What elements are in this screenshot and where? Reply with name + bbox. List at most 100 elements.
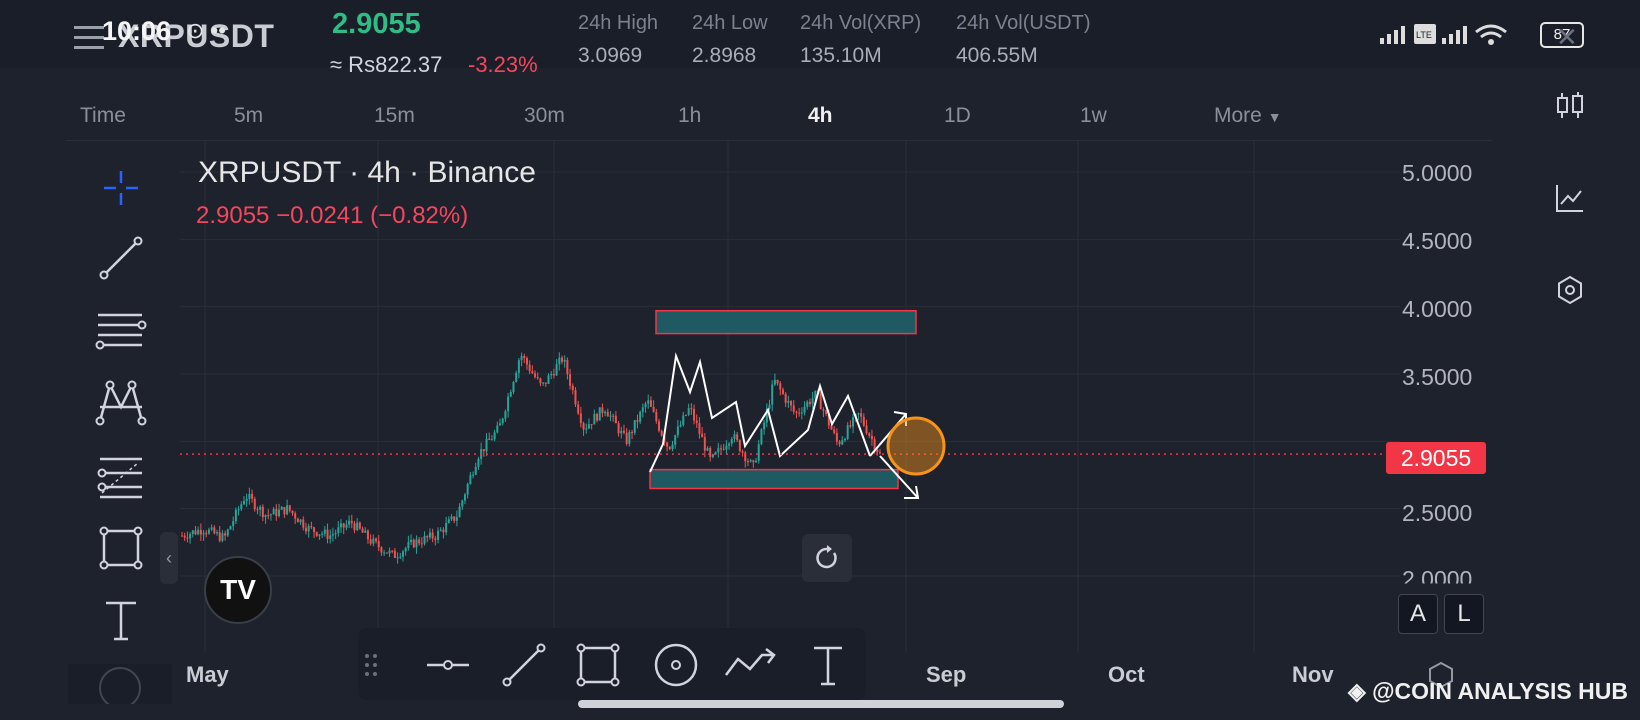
candle-body	[771, 384, 774, 405]
candle-body	[248, 493, 251, 499]
menu-icon[interactable]	[74, 24, 108, 52]
candle-body	[509, 391, 512, 397]
candle-body	[701, 433, 704, 438]
tab-5m[interactable]: 5m	[234, 104, 264, 127]
trend-line-icon[interactable]	[88, 228, 154, 288]
candle-body	[385, 552, 388, 554]
candle-body	[334, 532, 337, 535]
candle-body	[779, 383, 782, 390]
candle-body	[272, 508, 275, 515]
collapse-toolbar-button[interactable]: ‹	[160, 532, 178, 584]
candle-body	[792, 405, 795, 412]
pair-title[interactable]: XRPUSDT	[118, 18, 275, 54]
log-scale-button[interactable]: L	[1444, 594, 1484, 634]
tab-15m[interactable]: 15m	[374, 104, 415, 127]
candle-body	[585, 428, 588, 430]
path-draw-icon[interactable]	[722, 640, 778, 690]
candle-body	[811, 398, 814, 405]
candle-body	[213, 527, 216, 534]
candle-body	[302, 519, 305, 528]
candle-body	[593, 413, 596, 425]
candle-body	[267, 515, 270, 517]
candle-body	[868, 433, 871, 436]
more-tools-icon[interactable]	[68, 664, 172, 709]
candle-body	[237, 509, 240, 511]
close-icon[interactable]: ✕	[1556, 22, 1578, 52]
candle-body	[679, 424, 682, 427]
tab-1w[interactable]: 1w	[1080, 104, 1107, 127]
candle-body	[647, 400, 650, 404]
candle-body	[310, 526, 313, 528]
ohlc-readout: 2.9055 −0.0241 (−0.82%)	[196, 202, 469, 229]
candle-body	[199, 529, 202, 535]
candle-body	[649, 400, 652, 407]
tab-1h[interactable]: 1h	[678, 104, 702, 127]
candle-body	[472, 474, 475, 476]
rectangle-draw-icon[interactable]	[570, 640, 626, 690]
candle-body	[426, 536, 429, 538]
reset-chart-button[interactable]	[802, 534, 852, 582]
line-icon[interactable]	[496, 640, 552, 690]
candle-body	[620, 430, 623, 434]
chart-settings-icon[interactable]	[1426, 660, 1456, 695]
candle-body	[552, 374, 555, 376]
candle-body	[493, 432, 496, 440]
candle-body	[604, 411, 607, 414]
candle-body	[636, 420, 639, 422]
indicators-icon[interactable]	[1546, 174, 1594, 222]
candle-body	[329, 535, 332, 539]
auto-scale-button[interactable]: A	[1398, 594, 1438, 634]
candle-body	[283, 507, 286, 515]
candle-body	[795, 411, 798, 413]
candle-body	[819, 392, 822, 410]
candle-body	[261, 506, 264, 518]
fib-retracement-icon[interactable]	[88, 446, 154, 506]
candle-body	[410, 539, 413, 543]
candle-body	[879, 452, 881, 454]
tab-30m[interactable]: 30m	[524, 104, 565, 127]
candle-body	[482, 449, 485, 452]
candle-body	[393, 550, 396, 558]
candle-body	[361, 528, 364, 533]
candle-body	[488, 438, 491, 440]
home-indicator[interactable]	[578, 700, 1064, 708]
tab-4h[interactable]: 4h	[808, 104, 833, 127]
battery-indicator: 87	[1540, 22, 1584, 48]
y-axis-label: 3.5000	[1402, 364, 1473, 390]
candle-body	[288, 505, 291, 511]
crosshair-icon[interactable]	[88, 158, 154, 218]
candle-body	[423, 536, 426, 544]
settings-icon[interactable]	[1546, 266, 1594, 314]
y-axis-label: 4.0000	[1402, 296, 1473, 322]
rectangle-icon[interactable]	[88, 518, 154, 578]
circle-draw-icon[interactable]	[648, 640, 704, 690]
candle-body	[668, 446, 671, 450]
candle-body	[790, 400, 793, 406]
divider	[66, 140, 1492, 141]
candle-body	[377, 541, 380, 548]
tab-time[interactable]: Time	[80, 104, 126, 127]
candle-body	[259, 506, 262, 510]
candle-body	[455, 517, 458, 521]
support-zone	[649, 468, 899, 490]
compare-icon[interactable]	[1546, 82, 1594, 130]
candle-body	[401, 551, 404, 557]
pattern-icon[interactable]	[88, 372, 154, 432]
text-draw-icon[interactable]	[800, 640, 856, 690]
candle-body	[808, 401, 811, 405]
text-tool-icon[interactable]	[88, 590, 154, 650]
drag-handle-icon[interactable]	[356, 640, 386, 690]
signal-icon: LTE	[1380, 20, 1530, 53]
candle-body	[590, 424, 593, 426]
candle-body	[722, 448, 725, 450]
candle-body	[822, 409, 825, 411]
candle-body	[633, 420, 636, 433]
tab-1d[interactable]: 1D	[944, 104, 971, 127]
tab-more[interactable]: More ▼	[1214, 104, 1282, 128]
horizontal-ray-icon[interactable]	[420, 640, 476, 690]
stat-label: 24h High	[578, 12, 659, 34]
y-axis-label: 4.5000	[1402, 228, 1473, 254]
horizontal-lines-icon[interactable]	[88, 300, 154, 360]
candle-body	[181, 535, 183, 537]
